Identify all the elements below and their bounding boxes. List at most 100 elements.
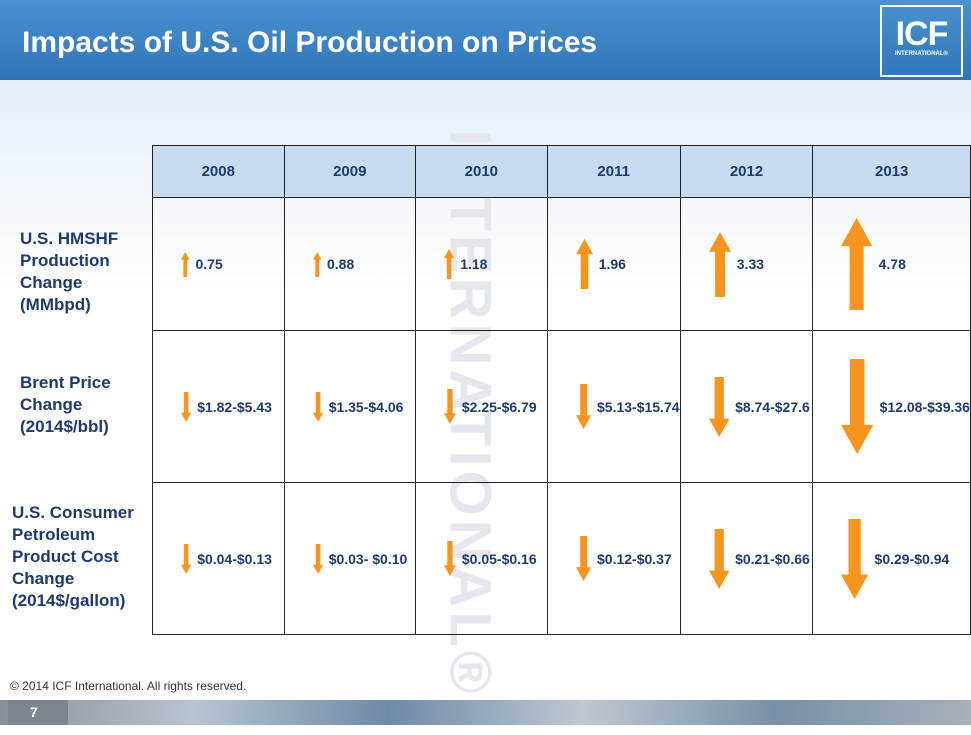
cell-value: $5.13-$15.74: [597, 398, 680, 415]
cell-value: $0.03- $0.10: [328, 550, 408, 567]
logo-subtext: INTERNATIONAL®: [895, 51, 948, 57]
cell-value: $8.74-$27.6: [735, 398, 810, 415]
arrow-up: [575, 239, 593, 289]
cell-content: 3.33: [681, 231, 813, 297]
cell-content: 0.75: [153, 251, 284, 277]
table-cell: 0.88: [283, 197, 416, 331]
cell-content: 1.18: [416, 249, 547, 279]
arrow-shape: [444, 541, 456, 576]
cell-value: $0.05-$0.16: [461, 550, 537, 567]
slide-title: Impacts of U.S. Oil Production on Prices: [22, 26, 598, 59]
cell-value: 4.78: [878, 256, 906, 272]
column-header: 2011: [546, 145, 681, 198]
cell-content: $5.13-$15.74: [548, 384, 680, 429]
cell-content: $0.29-$0.94: [813, 518, 970, 599]
arrow-down: [575, 536, 591, 581]
table-cell: $0.04-$0.13: [152, 482, 285, 635]
table-row: $0.04-$0.13 $0.03- $0.10 $0.05-$0.16 $0.12-…: [152, 482, 971, 635]
table-cell: $1.35-$4.06: [283, 330, 416, 483]
row-label: U.S. HMSHF Production Change (MMbpd): [20, 229, 119, 314]
cell-content: $0.03- $0.10: [285, 543, 416, 574]
copyright: © 2014 ICF International. All rights res…: [10, 679, 247, 693]
data-table: 2008 2009 2010 2011 2012 2013 0.75 0.88 1.18 1.96…: [152, 145, 971, 635]
arrow-shape: [444, 249, 455, 279]
table-row: $1.82-$5.43 $1.35-$4.06 $2.25-$6.79 $5.13-$…: [152, 330, 971, 483]
table-cell: $0.03- $0.10: [283, 482, 416, 635]
arrow-shape: [312, 251, 321, 277]
arrow-down: [841, 359, 874, 454]
cell-value: $0.12-$0.37: [597, 550, 672, 567]
arrow-shape: [708, 231, 731, 297]
cell-value: $0.29-$0.94: [874, 550, 950, 567]
cell-content: $0.05-$0.16: [416, 541, 547, 576]
arrow-down: [841, 518, 869, 599]
arrow-shape: [708, 376, 730, 437]
table-cell: $1.82-$5.43: [152, 330, 285, 483]
column-header: 2013: [812, 145, 971, 198]
table-cell: 1.96: [546, 197, 681, 331]
arrow-down: [181, 543, 192, 574]
arrow-shape: [575, 239, 593, 289]
cell-value: 1.18: [460, 256, 488, 272]
cell-value: $2.25-$6.79: [461, 398, 537, 415]
cell-content: $12.08-$39.36: [813, 359, 970, 454]
cell-content: $0.21-$0.66: [681, 528, 813, 589]
arrow-shape: [312, 391, 323, 422]
cell-content: $1.82-$5.43: [153, 391, 284, 422]
arrow-up: [841, 218, 873, 310]
arrow-up: [181, 251, 190, 277]
column-header: 2009: [283, 145, 416, 198]
cell-value: 0.88: [327, 256, 355, 272]
arrow-down: [312, 391, 323, 422]
table-cell: $12.08-$39.36: [812, 330, 971, 483]
table-cell: 3.33: [679, 197, 814, 331]
cell-value: 1.96: [598, 256, 626, 272]
cell-content: 4.78: [813, 218, 970, 310]
arrow-shape: [841, 359, 874, 454]
cell-value: $0.04-$0.13: [197, 550, 272, 567]
cell-content: 1.96: [548, 239, 680, 289]
cell-content: $0.04-$0.13: [153, 543, 284, 574]
arrow-shape: [708, 528, 730, 589]
cell-value: $12.08-$39.36: [879, 398, 970, 415]
table-cell: $2.25-$6.79: [415, 330, 548, 483]
cell-value: $1.82-$5.43: [197, 398, 272, 415]
column-header: 2008: [152, 145, 285, 198]
header-row: 2008 2009 2010 2011 2012 2013: [152, 145, 971, 198]
table-cell: $0.21-$0.66: [679, 482, 814, 635]
cell-value: $0.21-$0.66: [735, 550, 810, 567]
column-header: 2012: [679, 145, 814, 198]
table-cell: $0.05-$0.16: [415, 482, 548, 635]
arrow-up: [312, 251, 321, 277]
table-cell: $0.29-$0.94: [812, 482, 971, 635]
cell-value: $1.35-$4.06: [328, 398, 404, 415]
cell-value: 3.33: [736, 256, 765, 272]
cell-content: $0.12-$0.37: [548, 536, 680, 581]
table-cell: 0.75: [152, 197, 285, 331]
logo-text: ICF: [895, 15, 949, 53]
table-cell: 1.18: [415, 197, 548, 331]
cell-content: 0.88: [285, 251, 416, 277]
arrow-shape: [181, 391, 192, 422]
logo: ICF INTERNATIONAL®: [880, 5, 963, 77]
arrow-down: [312, 543, 323, 574]
arrow-down: [181, 391, 192, 422]
table-cell: $5.13-$15.74: [546, 330, 681, 483]
arrow-down: [444, 389, 456, 424]
cell-content: $1.35-$4.06: [285, 391, 416, 422]
arrow-shape: [841, 518, 869, 599]
cell-content: $2.25-$6.79: [416, 389, 547, 424]
table-row: 0.75 0.88 1.18 1.96 3.33 4.78: [152, 197, 971, 331]
arrow-down: [708, 376, 730, 437]
table-cell: $8.74-$27.6: [679, 330, 814, 483]
arrow-up: [708, 231, 731, 297]
arrow-shape: [312, 543, 323, 574]
arrow-down: [708, 528, 730, 589]
arrow-shape: [181, 543, 192, 574]
row-label: Brent Price Change (2014$/bbl): [20, 373, 111, 436]
cell-value: 0.75: [195, 256, 223, 272]
arrow-shape: [841, 218, 873, 310]
arrow-shape: [444, 389, 456, 424]
table-cell: 4.78: [812, 197, 971, 331]
arrow-shape: [181, 251, 190, 277]
